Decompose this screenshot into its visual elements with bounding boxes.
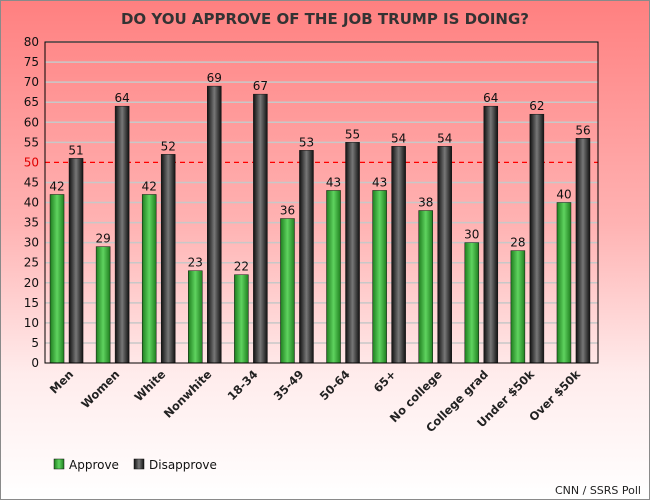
bar-disapprove (391, 146, 406, 364)
bar-disapprove (160, 154, 176, 364)
y-tick-label: 10 (24, 316, 39, 330)
y-tick-label: 40 (24, 196, 39, 210)
y-tick-label: 35 (24, 216, 39, 230)
data-label: 36 (280, 204, 295, 218)
y-tick-label: 80 (24, 35, 39, 49)
data-label: 22 (234, 260, 249, 274)
bar-approve (556, 202, 572, 364)
bar-approve (280, 218, 295, 364)
x-tick-label: 18-34 (225, 367, 261, 403)
y-tick-label: 0 (31, 356, 39, 370)
bar-approve (141, 194, 157, 364)
y-tick-label: 65 (24, 95, 39, 109)
bar-approve (372, 190, 387, 364)
x-tick-label: Men (47, 367, 76, 396)
data-label: 51 (68, 143, 83, 157)
bar-approve (326, 190, 341, 364)
data-label: 42 (142, 179, 157, 193)
y-tick-label: 20 (24, 276, 39, 290)
x-tick-label: 35-49 (271, 367, 307, 403)
data-label: 43 (372, 175, 387, 189)
data-label: 30 (464, 228, 479, 242)
data-label: 28 (510, 236, 525, 250)
data-label: 64 (483, 91, 498, 105)
bar-disapprove (437, 146, 452, 364)
y-tick-label: 25 (24, 256, 39, 270)
source-note: CNN / SSRS Poll (555, 484, 641, 497)
y-tick-label: 15 (24, 296, 39, 310)
bar-disapprove (253, 93, 268, 364)
y-tick-label: 75 (24, 55, 39, 69)
y-tick-label: 70 (24, 75, 39, 89)
x-tick-label: 50-64 (317, 367, 353, 403)
data-label: 55 (345, 127, 360, 141)
data-label: 54 (437, 131, 452, 145)
chart-title: DO YOU APPROVE OF THE JOB TRUMP IS DOING… (121, 10, 529, 28)
legend-label: Approve (69, 458, 119, 472)
plot-area-border (44, 41, 599, 364)
bar-approve (95, 246, 111, 364)
x-tick-label: White (131, 367, 168, 404)
bar-approve (49, 194, 65, 364)
legend-swatch-approve (53, 458, 65, 470)
data-label: 54 (391, 131, 406, 145)
data-label: 56 (575, 123, 590, 137)
legend-label: Disapprove (149, 458, 217, 472)
data-label: 23 (188, 256, 203, 270)
data-label: 62 (529, 99, 544, 113)
legend: Approve Disapprove (53, 458, 217, 472)
bar-approve (418, 210, 433, 364)
bar-approve (188, 270, 203, 364)
x-tick-label: Nonwhite (161, 367, 215, 421)
data-label: 64 (114, 91, 129, 105)
bar-approve (464, 242, 480, 364)
data-label: 67 (253, 79, 268, 93)
bar-disapprove (345, 142, 360, 364)
bar-approve (510, 250, 526, 364)
x-tick-label: Women (78, 367, 122, 411)
bar-disapprove (299, 150, 314, 364)
data-label: 69 (207, 71, 222, 85)
y-tick-label: 5 (31, 336, 39, 350)
bar-disapprove (114, 105, 130, 364)
data-label: 53 (299, 135, 314, 149)
bar-disapprove (483, 105, 499, 364)
data-label: 29 (95, 232, 110, 246)
bar-disapprove (68, 158, 84, 364)
data-label: 42 (49, 179, 64, 193)
y-tick-label: 50 (24, 155, 39, 169)
x-tick-label: 65+ (371, 367, 399, 395)
legend-swatch-disapprove (133, 458, 145, 470)
y-tick-label: 60 (24, 115, 39, 129)
bar-disapprove (575, 138, 591, 364)
data-label: 43 (326, 175, 341, 189)
bar-disapprove (529, 113, 545, 364)
bar-approve (234, 274, 249, 364)
bar-disapprove (207, 85, 222, 364)
data-label: 40 (556, 188, 571, 202)
data-label: 38 (418, 196, 433, 210)
y-tick-label: 30 (24, 236, 39, 250)
data-label: 52 (161, 139, 176, 153)
y-tick-label: 55 (24, 135, 39, 149)
y-tick-label: 45 (24, 175, 39, 189)
